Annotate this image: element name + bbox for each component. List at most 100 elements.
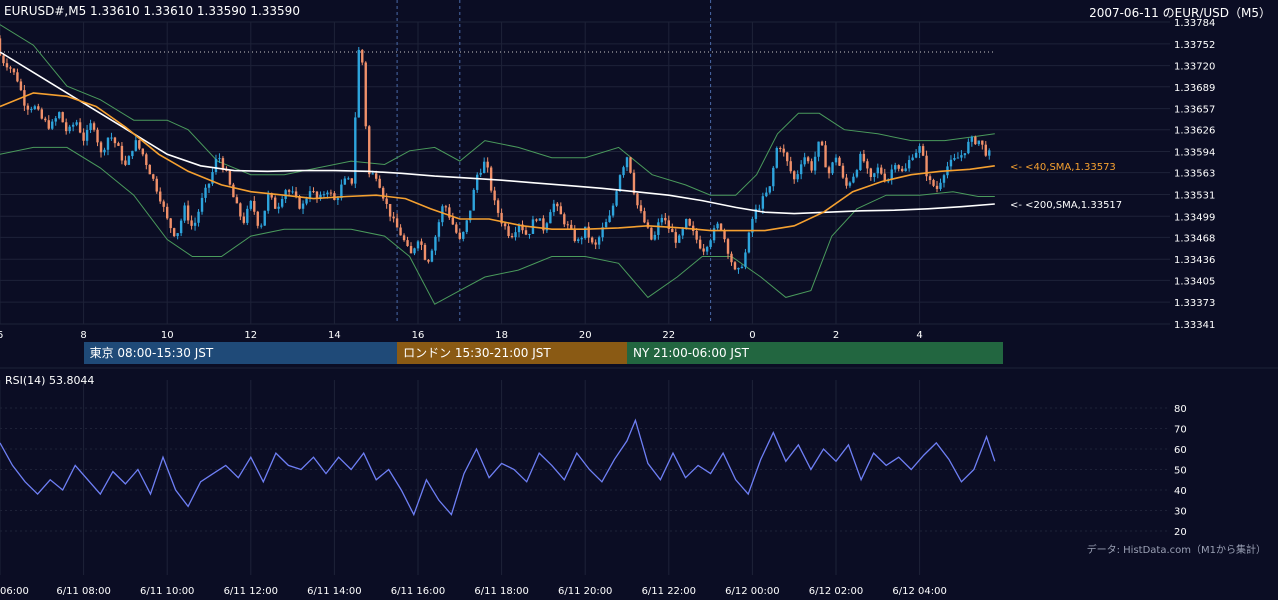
candle-body (155, 178, 158, 192)
candle-body (354, 117, 357, 184)
candle-body (30, 109, 33, 111)
candle-body (705, 246, 709, 252)
sma200-label: <- <200,SMA,1.33517 (1010, 200, 1122, 211)
candle-body (803, 157, 806, 165)
rsi-time-tick-label: 6/11 16:00 (391, 586, 445, 597)
rsi-time-tick-label: 6/11 12:00 (224, 586, 278, 597)
price-tick-label: 1.33563 (1174, 169, 1215, 180)
candle-body (455, 224, 458, 233)
candle-body (873, 173, 876, 177)
chart-title: 2007-06-11 のEUR/USD（M5） (1089, 6, 1271, 20)
candle-body (476, 174, 479, 190)
candle-body (162, 201, 165, 207)
candle-body (514, 232, 517, 238)
candle-body (625, 157, 629, 168)
candle-body (218, 158, 221, 160)
candle-body (883, 173, 886, 182)
candle-body (287, 190, 291, 192)
candle-body (444, 206, 448, 208)
candle-body (949, 159, 953, 167)
candle-body (340, 184, 343, 199)
price-tick-label: 1.33499 (1174, 212, 1215, 223)
candle-body (521, 224, 524, 231)
candle-body (92, 123, 96, 130)
candle-body (9, 67, 12, 69)
time-tick-label: 4 (916, 330, 922, 341)
candle-body (897, 165, 900, 169)
candle-body (765, 192, 768, 197)
candle-body (159, 191, 162, 202)
candle-body (343, 178, 347, 185)
candle-body (932, 180, 935, 186)
candle-body (44, 118, 47, 121)
time-tick-label: 2 (833, 330, 839, 341)
candle-body (172, 228, 176, 237)
candle-body (590, 237, 594, 243)
candle-body (615, 191, 618, 206)
candle-body (406, 240, 409, 247)
candle-body (37, 106, 40, 110)
candle-body (469, 210, 472, 221)
candle-body (657, 222, 660, 235)
candle-body (179, 220, 183, 234)
candle-body (726, 239, 730, 254)
candle-body (698, 239, 702, 249)
candle-body (653, 234, 657, 240)
candle-body (152, 174, 155, 179)
candle-body (26, 105, 30, 110)
candle-body (329, 192, 333, 194)
candle-body (740, 266, 744, 268)
candle-body (364, 62, 367, 127)
rsi-time-tick-label: 6/12 04:00 (892, 586, 946, 597)
candle-body (900, 168, 904, 172)
rsi-tick-label: 80 (1174, 404, 1187, 415)
rsi-time-tick-label: 6/11 22:00 (642, 586, 696, 597)
price-tick-label: 1.33784 (1174, 18, 1215, 29)
price-tick-label: 1.33752 (1174, 40, 1215, 51)
session-tokyo: 東京 08:00-15:30 JST (83, 342, 398, 364)
candle-body (772, 167, 775, 187)
candle-body (859, 153, 862, 171)
time-tick-label: 6 (0, 330, 3, 341)
rsi-tick-label: 60 (1174, 445, 1187, 456)
candle-body (587, 226, 590, 238)
candle-body (806, 157, 810, 162)
candle-body (545, 223, 549, 231)
candle-body (211, 171, 214, 184)
candle-body (789, 161, 792, 172)
price-tick-label: 1.33626 (1174, 126, 1215, 137)
price-tick-label: 1.33657 (1174, 105, 1215, 116)
candle-body (256, 211, 259, 226)
candle-body (733, 262, 737, 270)
rsi-tick-label: 50 (1174, 466, 1187, 477)
symbol-line: EURUSD#,M5 1.33610 1.33610 1.33590 1.335… (4, 4, 300, 18)
candle-body (326, 192, 329, 195)
rsi-time-tick-label: 6/11 14:00 (307, 586, 361, 597)
candle-body (768, 186, 772, 193)
candle-body (399, 227, 402, 236)
candle-body (82, 132, 85, 141)
candle-body (5, 63, 9, 68)
candle-body (496, 200, 500, 213)
candle-body (758, 208, 761, 210)
candle-body (695, 230, 698, 240)
candle-body (688, 218, 691, 226)
candle-body (141, 148, 145, 155)
rsi-time-tick-label: 6/12 02:00 (809, 586, 863, 597)
candle-body (12, 68, 16, 73)
candle-body (336, 198, 340, 200)
time-tick-label: 10 (161, 330, 174, 341)
rsi-time-tick-label: 06:00 (0, 586, 29, 597)
candle-body (848, 182, 852, 186)
candle-body (535, 219, 538, 221)
candle-body (716, 223, 719, 229)
candle-body (827, 167, 831, 174)
data-credit: データ: HistData.com（M1から集計） (1086, 545, 1266, 556)
candle-body (643, 211, 646, 223)
candle-body (528, 233, 531, 235)
candle-body (503, 223, 507, 227)
candle-body (315, 191, 319, 200)
candle-body (270, 193, 273, 198)
candle-body (914, 152, 918, 158)
